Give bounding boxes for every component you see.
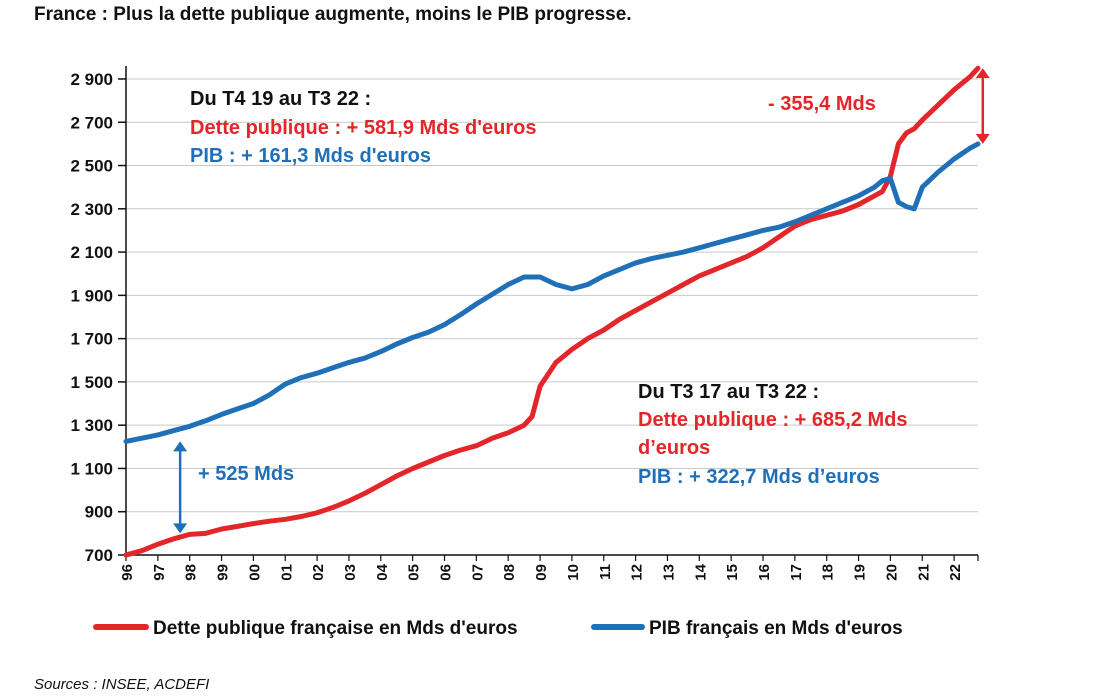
- x-tick-label: 22: [947, 564, 964, 581]
- annotation-gap-end: - 355,4 Mds: [768, 93, 876, 115]
- source-note: Sources : INSEE, ACDEFI: [34, 676, 210, 693]
- gap-arrow-end: [975, 68, 990, 144]
- y-tick-label: 1 500: [70, 373, 113, 392]
- x-tick-label: 11: [597, 564, 614, 580]
- annotation-period-a-gdp: PIB : + 161,3 Mds d'euros: [190, 145, 431, 167]
- x-tick-label: 12: [629, 564, 646, 581]
- x-tick-label: 98: [183, 564, 200, 581]
- annotation-period-b-heading: Du T3 17 au T3 22 :: [638, 381, 819, 403]
- y-tick-label: 1 100: [70, 459, 113, 478]
- x-tick-label: 21: [915, 564, 932, 581]
- x-tick-label: 08: [501, 564, 518, 581]
- annotation-period-b-debt-2: d’euros: [638, 437, 710, 459]
- annotation-period-b-gdp: PIB : + 322,7 Mds d’euros: [638, 466, 880, 488]
- x-tick-label: 20: [883, 564, 900, 581]
- legend-label: PIB français en Mds d'euros: [649, 618, 903, 639]
- y-tick-label: 2 300: [70, 200, 113, 219]
- x-tick-label: 04: [374, 563, 391, 580]
- x-tick-label: 07: [469, 564, 486, 581]
- x-tick-label: 97: [151, 564, 168, 581]
- x-tick-label: 99: [215, 564, 232, 581]
- y-tick-label: 700: [85, 546, 113, 565]
- x-tick-label: 18: [820, 564, 837, 581]
- x-tick-label: 19: [852, 564, 869, 581]
- x-tick-label: 15: [724, 564, 741, 581]
- series-lines: [123, 65, 981, 558]
- x-tick-label: 14: [692, 563, 709, 580]
- x-tick-label: 13: [660, 564, 677, 581]
- chart-title: France : Plus la dette publique augmente…: [34, 4, 632, 25]
- y-tick-label: 900: [85, 503, 113, 522]
- y-tick-label: 2 900: [70, 70, 113, 89]
- annotations: Du T4 19 au T3 22 : Dette publique : + 58…: [190, 88, 908, 488]
- legend-item-debt: Dette publique française en Mds d'euros: [93, 618, 518, 639]
- x-tick-label: 09: [533, 564, 550, 581]
- x-tick-label: 02: [310, 564, 327, 581]
- y-tick-label: 1 300: [70, 416, 113, 435]
- x-tick-label: 16: [756, 564, 773, 581]
- legend: Dette publique française en Mds d'euros P…: [93, 618, 903, 639]
- y-tick-label: 1 700: [70, 330, 113, 349]
- x-tick-label: 17: [788, 564, 805, 581]
- y-tick-label: 2 100: [70, 243, 113, 262]
- x-tick-label: 03: [342, 564, 359, 581]
- gap-arrow-start: [173, 441, 188, 534]
- legend-label: Dette publique française en Mds d'euros: [153, 618, 518, 639]
- annotation-period-a-heading: Du T4 19 au T3 22 :: [190, 88, 371, 110]
- annotation-gap-start: + 525 Mds: [198, 463, 294, 485]
- annotation-period-b-debt-1: Dette publique : + 685,2 Mds: [638, 409, 908, 431]
- x-tick-label: 10: [565, 564, 582, 581]
- y-tick-label: 2 700: [70, 113, 113, 132]
- gap-arrows: [173, 68, 990, 534]
- legend-item-gdp: PIB français en Mds d'euros: [591, 618, 903, 639]
- debt-series-line: [123, 65, 981, 558]
- y-tick-label: 1 900: [70, 286, 113, 305]
- axes: 700 900 1 100 1 300 1 500 1 700 1 900 2 100 2 30…: [70, 66, 979, 581]
- x-tick-label: 00: [246, 564, 263, 581]
- gridlines: [126, 78, 978, 513]
- gdp-series-line: [123, 141, 981, 444]
- y-tick-label: 2 500: [70, 157, 113, 176]
- x-tick-label: 96: [119, 564, 136, 581]
- annotation-period-a-debt: Dette publique : + 581,9 Mds d'euros: [190, 117, 537, 139]
- x-tick-label: 06: [438, 564, 455, 581]
- x-tick-label: 01: [278, 564, 295, 581]
- x-tick-label: 05: [406, 564, 423, 581]
